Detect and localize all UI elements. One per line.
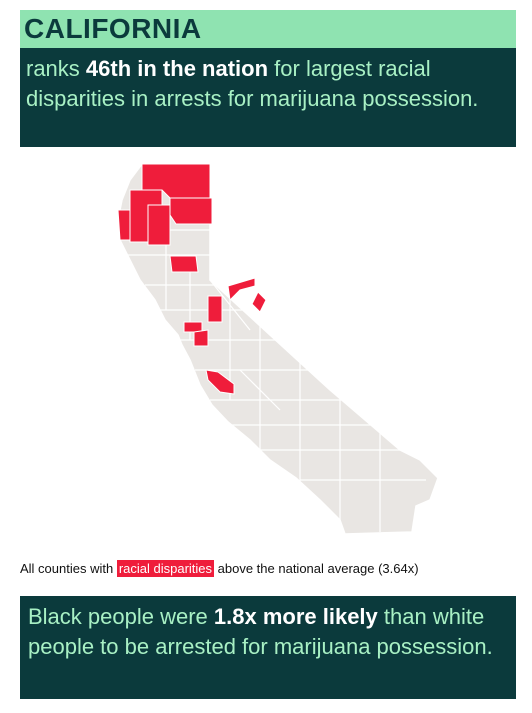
county-borders (122, 229, 426, 532)
footer-post: than white people to be arrested for mar… (28, 604, 493, 659)
footer-pre: Black people were (28, 604, 214, 629)
county-contra-costa (183, 321, 203, 333)
subtitle-pre: ranks (26, 56, 86, 81)
page-title: CALIFORNIA (24, 13, 202, 44)
county-alameda (193, 329, 209, 347)
subtitle-box: ranks 46th in the nation for largest rac… (20, 48, 516, 147)
county-glenn (169, 255, 199, 273)
county-shasta (169, 197, 213, 225)
subtitle-post: for largest racial disparities in arrest… (26, 56, 479, 111)
title-bar: CALIFORNIA (20, 10, 516, 48)
county-sacramento (207, 295, 223, 323)
county-del-norte (117, 209, 131, 241)
california-outline (117, 163, 439, 535)
county-alpine (251, 291, 267, 313)
county-san-benito (205, 369, 235, 395)
subtitle: ranks 46th in the nation for largest rac… (26, 54, 512, 114)
county-el-dorado (227, 277, 256, 302)
caption-pre: All counties with (20, 561, 117, 576)
caption-highlight: racial disparities (116, 560, 215, 577)
subtitle-bold: 46th in the nation (85, 56, 269, 81)
county-trinity (147, 204, 171, 246)
highlighted-counties (117, 163, 267, 395)
footer-bold: 1.8x more likely (213, 604, 378, 629)
caption-post: above the national average (3.64x) (214, 561, 419, 576)
map-caption: All counties with racial disparities abo… (20, 560, 516, 578)
header: CALIFORNIA ranks 46th in the nation for … (20, 10, 516, 147)
california-county-map (117, 163, 439, 535)
footer: Black people were 1.8x more likely than … (20, 596, 516, 699)
footer-text: Black people were 1.8x more likely than … (28, 602, 508, 662)
